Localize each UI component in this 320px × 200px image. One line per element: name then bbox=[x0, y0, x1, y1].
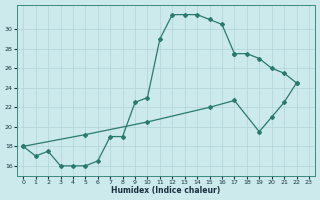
X-axis label: Humidex (Indice chaleur): Humidex (Indice chaleur) bbox=[111, 186, 221, 195]
